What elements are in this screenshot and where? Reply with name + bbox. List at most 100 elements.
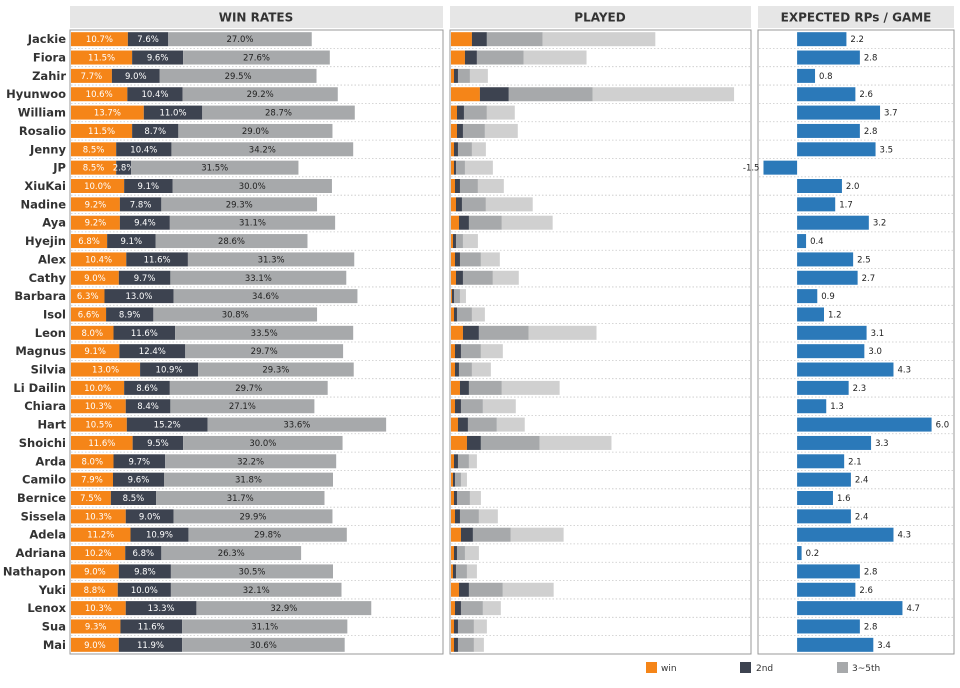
played-bar-3~5th xyxy=(457,637,474,652)
played-bar-rest-light xyxy=(482,601,501,616)
played-bar-2nd xyxy=(459,380,469,395)
rp-value-label: 1.2 xyxy=(828,310,842,320)
player-name: Magnus xyxy=(15,344,66,358)
played-bar-rest-light xyxy=(473,619,487,634)
win-rate-label-second: 15.2% xyxy=(154,421,181,431)
win-rate-label-rest: 29.3% xyxy=(226,200,253,210)
win-rate-bar-second xyxy=(130,527,189,542)
played-bar-3~5th xyxy=(462,270,493,285)
win-rate-bar-rest xyxy=(173,289,358,304)
win-rate-label-rest: 30.0% xyxy=(249,439,276,449)
played-bar-win xyxy=(451,307,454,322)
rp-value-label: 3.0 xyxy=(868,347,882,357)
win-rate-bar-rest xyxy=(188,527,347,542)
win-rate-bar-win xyxy=(71,362,141,377)
win-rate-bar-second xyxy=(124,179,173,193)
panel-win-rates xyxy=(69,29,444,655)
win-rate-label-second: 9.7% xyxy=(134,274,156,284)
played-bar-rest-light xyxy=(471,142,486,157)
played-bar-rest-light xyxy=(510,527,564,542)
rp-bar xyxy=(797,32,847,47)
rp-value-label: 2.8 xyxy=(864,54,878,64)
rp-bar xyxy=(797,197,836,212)
played-bar-win xyxy=(451,105,457,120)
win-rate-bar-second xyxy=(125,601,197,616)
panel-rp xyxy=(757,29,955,655)
played-bar-win xyxy=(451,252,455,267)
played-bar-rest-light xyxy=(464,546,479,561)
win-rate-bar-win xyxy=(71,160,117,175)
win-rate-label-second: 9.0% xyxy=(125,72,147,82)
played-bar-2nd xyxy=(454,601,461,616)
win-rate-bar-win xyxy=(71,399,126,414)
win-rate-label-win: 8.8% xyxy=(84,586,106,596)
played-bar-2nd xyxy=(452,234,456,249)
win-rate-label-second: 11.9% xyxy=(137,641,164,651)
win-rate-bar-second xyxy=(124,380,170,395)
legend-label-win: win xyxy=(661,664,677,674)
rp-bar xyxy=(797,362,894,377)
header-win-rates: WIN RATES xyxy=(70,6,443,28)
played-bar-2nd xyxy=(454,509,460,524)
played-bar-rest-light xyxy=(528,325,597,340)
played-bar-2nd xyxy=(453,68,458,83)
win-rate-bar-win xyxy=(71,509,126,524)
rp-value-label: 3.5 xyxy=(880,145,894,155)
played-bar-3~5th xyxy=(456,491,470,505)
played-bar-rest-light xyxy=(496,417,525,432)
win-rate-bar-win xyxy=(71,344,120,359)
win-rate-bar-rest xyxy=(170,582,342,597)
player-name: Camilo xyxy=(22,473,66,487)
played-bar-3~5th xyxy=(458,362,472,377)
win-rate-bar-second xyxy=(104,289,174,304)
win-rate-label-rest: 30.5% xyxy=(238,567,265,577)
played-bar-3~5th xyxy=(457,68,470,83)
rp-value-label: 2.2 xyxy=(850,35,864,45)
played-bar-win xyxy=(451,270,456,285)
win-rate-label-second: 8.9% xyxy=(119,310,141,320)
win-rate-bar-second xyxy=(112,472,164,487)
win-rate-label-second: 11.6% xyxy=(144,255,171,265)
win-rate-label-rest: 31.3% xyxy=(258,255,285,265)
played-bar-2nd xyxy=(454,252,460,267)
win-rate-bar-win xyxy=(71,582,118,597)
played-bar-2nd xyxy=(471,32,487,47)
win-rate-label-second: 9.6% xyxy=(128,476,150,486)
played-bar-2nd xyxy=(451,289,454,304)
header-rp-label: EXPECTED RPs / GAME xyxy=(781,11,932,25)
played-bar-3~5th xyxy=(476,50,524,65)
win-rate-bar-second xyxy=(119,344,186,359)
rp-bar xyxy=(797,472,851,487)
win-rate-label-rest: 30.0% xyxy=(239,182,266,192)
win-rate-label-rest: 29.0% xyxy=(242,127,269,137)
played-bar-3~5th xyxy=(460,601,483,616)
win-rate-label-second: 10.9% xyxy=(146,531,173,541)
win-rate-label-rest: 31.1% xyxy=(251,622,278,632)
win-rate-label-second: 7.6% xyxy=(137,35,159,45)
rp-value-label: 0.8 xyxy=(819,72,833,82)
win-rate-bar-win xyxy=(71,435,133,450)
win-rate-bar-win xyxy=(71,105,144,120)
played-bar-win xyxy=(451,399,455,414)
player-name: XiuKai xyxy=(24,179,66,193)
win-rate-label-win: 9.0% xyxy=(84,641,106,651)
win-rate-bar-win xyxy=(71,234,108,249)
rp-bar xyxy=(797,50,860,65)
win-rate-label-win: 10.4% xyxy=(85,255,112,265)
win-rate-bar-win xyxy=(71,32,128,47)
played-bar-2nd xyxy=(453,491,457,505)
played-bar-3~5th xyxy=(457,142,472,157)
win-rate-bar-win xyxy=(71,325,114,340)
win-rate-bar-win xyxy=(71,380,125,395)
rp-bar xyxy=(797,123,860,138)
win-rate-bar-win xyxy=(71,637,119,652)
played-bar-rest-light xyxy=(471,307,485,322)
win-rate-label-second: 9.5% xyxy=(147,439,169,449)
played-bar-2nd xyxy=(454,399,461,414)
rp-bar xyxy=(763,160,798,175)
legend-label-2nd: 2nd xyxy=(756,664,773,674)
win-rate-label-win: 10.0% xyxy=(84,182,111,192)
win-rate-label-rest: 29.3% xyxy=(262,366,289,376)
win-rate-bar-win xyxy=(71,50,133,65)
played-bar-win xyxy=(451,142,454,157)
